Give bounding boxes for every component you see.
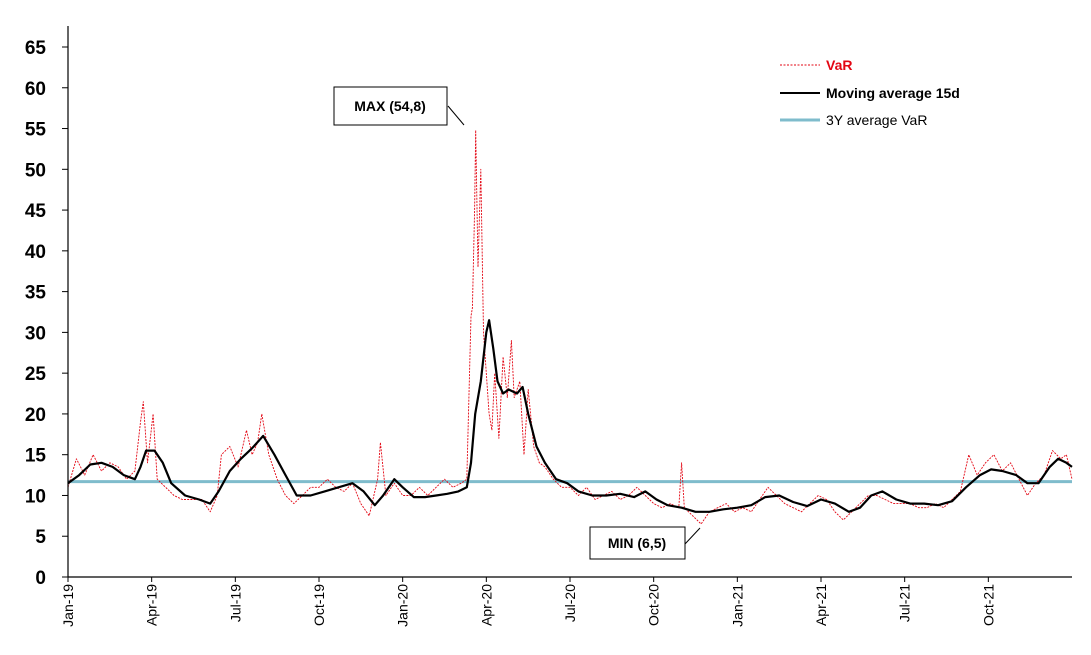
legend-label-3y-average: 3Y average VaR: [826, 112, 927, 128]
annotation-min: MIN (6,5): [589, 526, 701, 560]
y-tick-label: 5: [35, 527, 46, 548]
x-tick-label: Jan-20: [395, 584, 411, 627]
annotation-min-box: [589, 526, 686, 560]
y-tick-label: 20: [25, 405, 46, 426]
y-tick-label: 55: [25, 120, 47, 141]
x-tick-label: Jul-19: [227, 584, 243, 622]
y-tick-label: 10: [25, 486, 46, 507]
annotation-max-label: MAX (54,8): [354, 98, 426, 114]
x-tick-label: Apr-19: [144, 584, 160, 626]
y-tick-label: 25: [25, 364, 47, 385]
y-tick-label: 0: [35, 568, 46, 589]
legend: VaR Moving average 15d 3Y average VaR: [780, 57, 960, 128]
x-tick-label: Jan-19: [60, 584, 76, 627]
x-tick-label: Jul-21: [897, 584, 913, 622]
annotation-max-leader: [447, 105, 465, 126]
legend-label-moving-average: Moving average 15d: [826, 85, 960, 101]
y-tick-label: 60: [25, 79, 46, 100]
y-tick-label: 30: [25, 323, 46, 344]
x-tick-label: Apr-20: [478, 584, 494, 626]
x-tick-label: Jan-21: [729, 584, 745, 627]
y-tick-label: 40: [25, 242, 46, 263]
x-tick-label: Oct-19: [311, 584, 327, 626]
x-tick-label: Jul-20: [562, 584, 578, 622]
x-tick-label: Apr-21: [813, 584, 829, 626]
x-axis-ticks: Jan-19 Apr-19 Jul-19 Oct-19 Jan-20 Apr-20 Jul-…: [60, 577, 996, 627]
y-tick-label: 45: [25, 201, 47, 222]
annotation-min-label: MIN (6,5): [608, 535, 666, 551]
series-var-line: [67, 129, 1073, 525]
y-tick-label: 50: [25, 160, 46, 181]
annotation-min-leader: [684, 527, 701, 545]
y-tick-label: 35: [25, 283, 47, 304]
annotation-max-box: [333, 86, 448, 126]
y-axis-ticks: 0 5 10 15 20 25 30 35 40 45 50 55 60 65: [25, 38, 68, 589]
y-tick-label: 15: [25, 446, 47, 467]
x-tick-label: Oct-21: [980, 584, 996, 626]
y-tick-label: 65: [25, 38, 47, 59]
annotation-max: MAX (54,8): [333, 86, 465, 126]
series-layer: [67, 129, 1073, 525]
legend-label-var: VaR: [826, 57, 852, 73]
series-moving-average-line: [67, 319, 1073, 513]
x-tick-label: Oct-20: [646, 584, 662, 626]
